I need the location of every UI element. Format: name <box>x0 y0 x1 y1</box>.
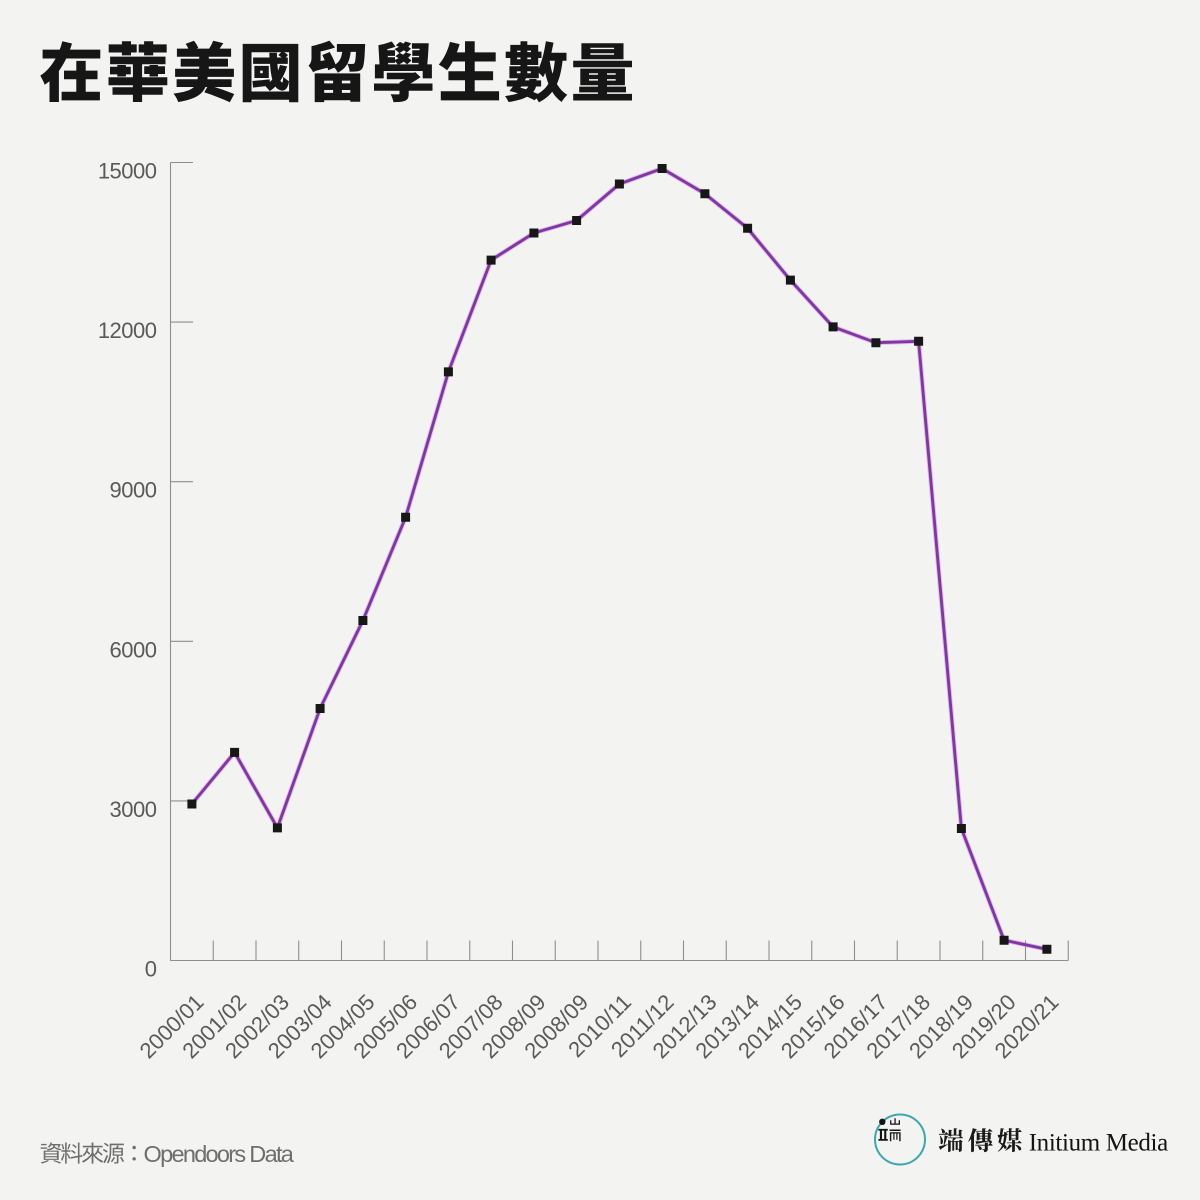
svg-text:0: 0 <box>145 957 157 982</box>
svg-text:Opendoors Data: Opendoors Data <box>144 1141 295 1167</box>
svg-text:6000: 6000 <box>110 637 157 662</box>
svg-text:Initium Media: Initium Media <box>1029 1130 1168 1157</box>
svg-text:15000: 15000 <box>98 159 157 184</box>
svg-text:12000: 12000 <box>98 318 157 343</box>
svg-text:9000: 9000 <box>110 478 157 503</box>
svg-text:3000: 3000 <box>110 797 157 822</box>
